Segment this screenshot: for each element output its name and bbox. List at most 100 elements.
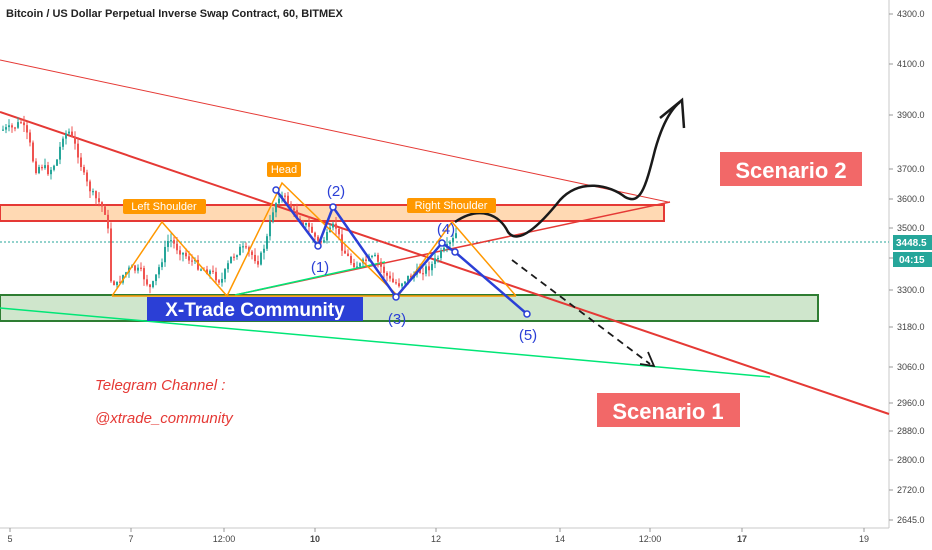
scenario-1-arrowhead [639,351,656,368]
candle-body [44,165,46,169]
candle-body [443,247,445,251]
wave-label-1: (1) [311,259,329,276]
candle-body [197,259,199,270]
support-zone[interactable] [0,294,819,322]
candle-body [389,275,391,279]
candle-body [440,250,442,258]
candle-body [134,265,136,271]
wave-label-4: (4) [437,221,455,238]
upper-thin-trendline[interactable] [0,59,669,203]
candle-body [143,268,145,280]
candle-body [398,283,400,287]
candle-body [305,222,307,226]
candle-body [221,278,223,283]
candle-body [188,256,190,261]
x-tick-label: 14 [555,534,565,544]
x-tick-label: 12 [431,534,441,544]
candle-body [59,146,61,160]
candle-body [68,131,70,134]
candle-body [263,248,265,253]
candle-body [449,241,451,245]
candle-body [272,212,274,222]
candle-body [218,280,220,283]
y-tick-label: 2800.0 [897,455,925,465]
candle-body [209,270,211,275]
candle-body [158,267,160,275]
candle-body [152,281,154,288]
y-tick-label: 4100.0 [897,59,925,69]
candle-body [401,283,403,287]
scenario-1-arrow[interactable] [511,259,651,365]
candle-body [170,240,172,242]
candle-body [377,254,379,262]
candle-body [233,256,235,258]
right-shoulder-label[interactable]: Right Shoulder [415,200,488,212]
candle-body [53,165,55,170]
candle-body [35,161,37,174]
candle-body [146,279,148,285]
candle-body [164,246,166,263]
candle-body [359,263,361,267]
left-shoulder-label[interactable]: Left Shoulder [131,201,197,213]
candle-body [344,250,346,254]
head-label[interactable]: Head [271,164,297,176]
main-descending-trendline[interactable] [0,111,890,415]
left-shoulder-label-bg [123,199,206,214]
candle-body [275,203,277,213]
candle-body [365,259,367,262]
candle-body [326,232,328,241]
candle-body [62,138,64,147]
candle-body [347,253,349,256]
candle-body [101,202,103,207]
scenario-2-path[interactable] [454,101,681,238]
candle-body [89,181,91,192]
candle-body [227,263,229,270]
candle-body [182,252,184,255]
candle-body [80,157,82,167]
candle-body [98,198,100,203]
green-support-line[interactable] [0,307,771,378]
y-tick-label: 3060.0 [897,362,925,372]
candle-body [26,125,28,133]
candle-body [293,208,295,211]
candle-body [434,258,436,265]
scenario-1-label[interactable]: Scenario 1 [612,399,723,424]
candle-body [92,191,94,193]
head-shoulders-pattern[interactable] [111,181,517,298]
y-tick-label: 3900.0 [897,110,925,120]
wave-label-5: (5) [519,327,537,344]
candle-body [20,122,22,124]
x-tick-label: 17 [737,534,747,544]
candle-body [185,252,187,257]
scenario-2-label[interactable]: Scenario 2 [735,158,846,183]
x-tick-label: 7 [128,534,133,544]
candle-body [323,240,325,243]
candle-body [242,246,244,248]
telegram-handle: @xtrade_community [95,410,234,427]
candle-body [224,269,226,279]
wave-label-2: (2) [327,183,345,200]
candle-body [77,143,79,158]
scenario-2-arrowhead [659,97,686,129]
candle-body [17,122,19,128]
candle-body [278,198,280,204]
candle-body [254,254,256,262]
candle-body [455,233,457,238]
watermark-bg [147,297,363,321]
candle-body [338,228,340,235]
candle-body [125,272,127,275]
candle-body [236,255,238,257]
x-tick-label: 5 [7,534,12,544]
candle-body [302,222,304,226]
candle-body [65,133,67,139]
candle-body [110,228,112,282]
candle-body [179,250,181,255]
candle-body [14,127,16,129]
candle-body [137,267,139,271]
y-tick-label: 3300.0 [897,285,925,295]
candle-body [431,264,433,271]
candle-body [311,226,313,233]
y-tick-label: 2880.0 [897,426,925,436]
right-shoulder-label-bg [407,198,496,213]
